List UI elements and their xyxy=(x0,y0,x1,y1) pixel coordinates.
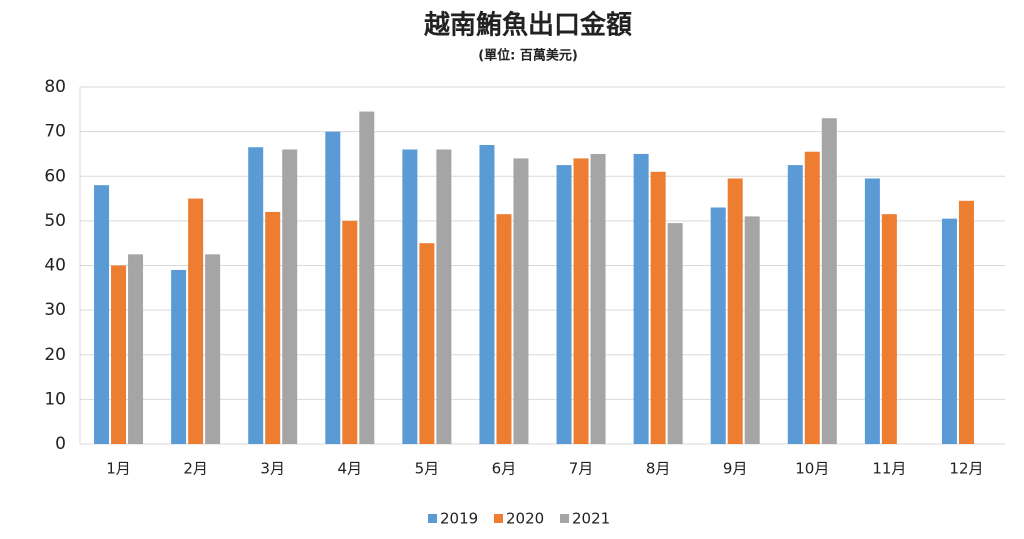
bar xyxy=(94,185,110,445)
x-tick-label: 1月 xyxy=(106,460,131,478)
bar xyxy=(821,118,837,445)
bar xyxy=(479,145,495,444)
bar xyxy=(188,198,204,444)
legend-swatch xyxy=(560,514,569,523)
y-tick-label: 0 xyxy=(55,434,66,454)
bar xyxy=(804,151,820,445)
x-tick-label: 10月 xyxy=(795,460,829,478)
legend-swatch xyxy=(428,514,437,523)
y-tick-label: 10 xyxy=(44,389,66,409)
bar xyxy=(633,153,649,444)
y-tick-label: 40 xyxy=(44,256,66,276)
y-tick-label: 60 xyxy=(44,166,66,186)
bar xyxy=(402,149,418,444)
bar xyxy=(325,131,341,444)
x-tick-label: 9月 xyxy=(723,460,748,478)
bar xyxy=(744,216,760,444)
bar xyxy=(881,214,897,444)
x-tick-label: 5月 xyxy=(415,460,440,478)
x-tick-label: 12月 xyxy=(949,460,983,478)
bar xyxy=(359,111,375,444)
x-tick-label: 4月 xyxy=(338,460,363,478)
x-tick-label: 7月 xyxy=(569,460,594,478)
x-tick-label: 6月 xyxy=(492,460,517,478)
legend-label: 2021 xyxy=(572,510,610,528)
bar xyxy=(419,243,435,444)
y-tick-label: 30 xyxy=(44,300,66,320)
y-tick-label: 70 xyxy=(44,122,66,142)
bar xyxy=(590,153,606,444)
bar xyxy=(958,200,974,444)
x-tick-label: 11月 xyxy=(872,460,906,478)
bar xyxy=(573,158,589,444)
x-tick-label: 2月 xyxy=(183,460,208,478)
bar xyxy=(111,265,127,444)
bar xyxy=(248,147,264,444)
legend-swatch xyxy=(494,514,503,523)
bar xyxy=(727,178,743,444)
chart-title: 越南鮪魚出口金額 xyxy=(424,10,632,41)
x-tick-label: 8月 xyxy=(646,460,671,478)
y-tick-label: 50 xyxy=(44,211,66,231)
bar xyxy=(556,165,572,444)
bar xyxy=(864,178,880,444)
bar xyxy=(282,149,298,444)
bar xyxy=(513,158,529,444)
y-tick-label: 80 xyxy=(44,77,66,97)
bar xyxy=(941,218,957,444)
x-tick-label: 3月 xyxy=(260,460,285,478)
bar xyxy=(787,165,803,444)
bar xyxy=(128,254,144,444)
bar xyxy=(171,269,187,444)
legend-label: 2019 xyxy=(440,510,478,528)
bar xyxy=(436,149,452,444)
legend-label: 2020 xyxy=(506,510,544,528)
bar xyxy=(710,207,726,444)
y-tick-label: 20 xyxy=(44,345,66,365)
chart-subtitle: (單位: 百萬美元) xyxy=(478,48,578,64)
bar xyxy=(342,220,358,444)
bar xyxy=(265,211,281,444)
bar xyxy=(667,223,683,444)
bar xyxy=(496,214,512,444)
bar xyxy=(205,254,221,444)
bar xyxy=(650,171,666,444)
